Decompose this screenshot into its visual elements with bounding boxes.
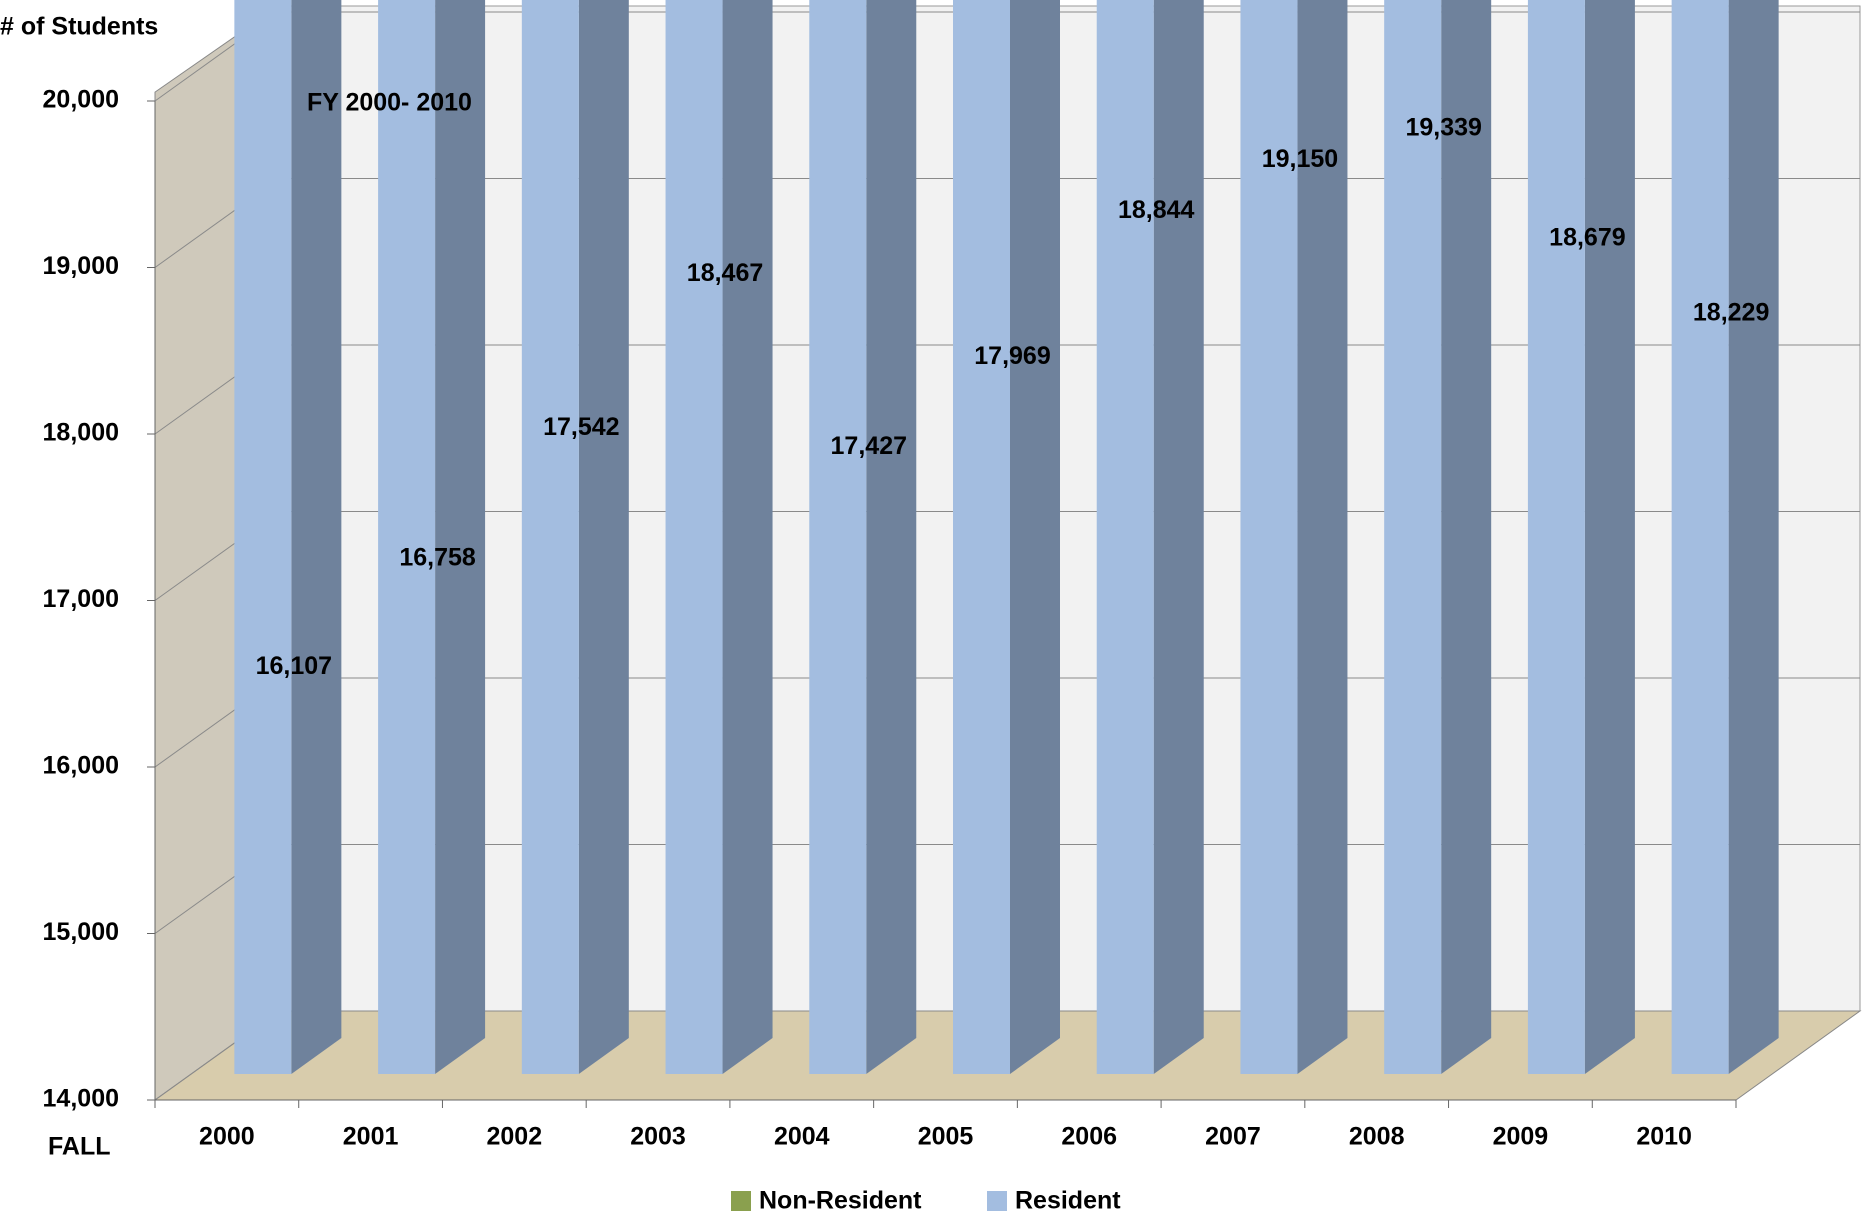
- x-tick-label: 2004: [774, 1123, 830, 1151]
- total-label: 18,679: [1549, 224, 1625, 252]
- total-label: 18,844: [1118, 196, 1195, 224]
- bar-segment: [378, 0, 486, 1074]
- bar: [1671, 0, 1729, 1074]
- total-label: 19,150: [1262, 145, 1338, 173]
- bar: [234, 0, 292, 1074]
- total-label: 18,467: [687, 259, 763, 287]
- x-axis-title: FALL: [48, 1133, 111, 1161]
- bar-segment: [1384, 0, 1492, 1074]
- x-tick-label: 2009: [1493, 1123, 1549, 1151]
- bar-segment: [1096, 0, 1204, 1074]
- bar-segment: [1527, 0, 1635, 1075]
- bar-side: [1728, 0, 1779, 1074]
- total-label: 17,542: [543, 413, 619, 441]
- x-tick-label: 2010: [1636, 1123, 1692, 1151]
- bar-side: [1010, 0, 1060, 1074]
- x-tick-label: 2005: [918, 1123, 974, 1151]
- legend-swatch: [731, 1191, 751, 1211]
- bar: [1527, 0, 1585, 1075]
- bar: [521, 0, 579, 1074]
- y-axis-title: # of Students: [0, 13, 158, 41]
- y-tick-label: 18,000: [43, 419, 119, 447]
- chart-title: FY 2000- 2010: [307, 89, 472, 117]
- x-tick-label: 2008: [1349, 1123, 1405, 1151]
- total-label: 16,107: [256, 652, 332, 680]
- y-tick-label: 20,000: [43, 86, 119, 114]
- bar: [665, 0, 723, 1075]
- bar-side: [1441, 0, 1492, 1074]
- x-tick-label: 2000: [199, 1123, 255, 1151]
- y-tick-label: 14,000: [43, 1085, 119, 1113]
- legend-label: Resident: [1015, 1187, 1121, 1215]
- bar-side: [1297, 0, 1348, 1074]
- total-label: 17,969: [974, 342, 1050, 370]
- total-label: 18,229: [1693, 298, 1769, 326]
- bar-side: [435, 0, 486, 1074]
- bar-segment: [953, 0, 1060, 1074]
- bar-segment: [521, 0, 629, 1074]
- bar-segment: [665, 0, 773, 1075]
- y-tick-label: 15,000: [43, 918, 119, 946]
- total-label: 19,339: [1405, 114, 1481, 142]
- bar: [378, 0, 436, 1074]
- x-tick-label: 2001: [343, 1123, 399, 1151]
- legend-swatch: [987, 1191, 1007, 1211]
- x-tick-label: 2006: [1061, 1123, 1117, 1151]
- y-tick-label: 17,000: [43, 585, 119, 613]
- bar-side: [291, 0, 342, 1074]
- bar-side: [1584, 0, 1635, 1074]
- bar-segment: [1671, 0, 1779, 1074]
- legend-label: Non-Resident: [759, 1187, 922, 1215]
- bar-segment: [1240, 0, 1348, 1075]
- bar: [953, 0, 1010, 1074]
- total-label: 16,758: [399, 543, 476, 571]
- bar-side: [1153, 0, 1204, 1074]
- x-tick-label: 2002: [487, 1123, 543, 1151]
- bar-side: [722, 0, 773, 1074]
- bar-segment: [234, 0, 342, 1074]
- y-tick-label: 19,000: [43, 252, 119, 280]
- y-tick-label: 16,000: [43, 752, 119, 780]
- bar: [1384, 0, 1442, 1074]
- bar: [809, 0, 867, 1075]
- bar-side: [578, 0, 629, 1074]
- x-tick-label: 2003: [630, 1123, 686, 1151]
- bar: [1240, 0, 1298, 1075]
- bar-segment: [809, 0, 917, 1075]
- bar: [1096, 0, 1154, 1074]
- total-label: 17,427: [831, 432, 907, 460]
- x-tick-label: 2007: [1205, 1123, 1261, 1151]
- bar-side: [866, 0, 917, 1074]
